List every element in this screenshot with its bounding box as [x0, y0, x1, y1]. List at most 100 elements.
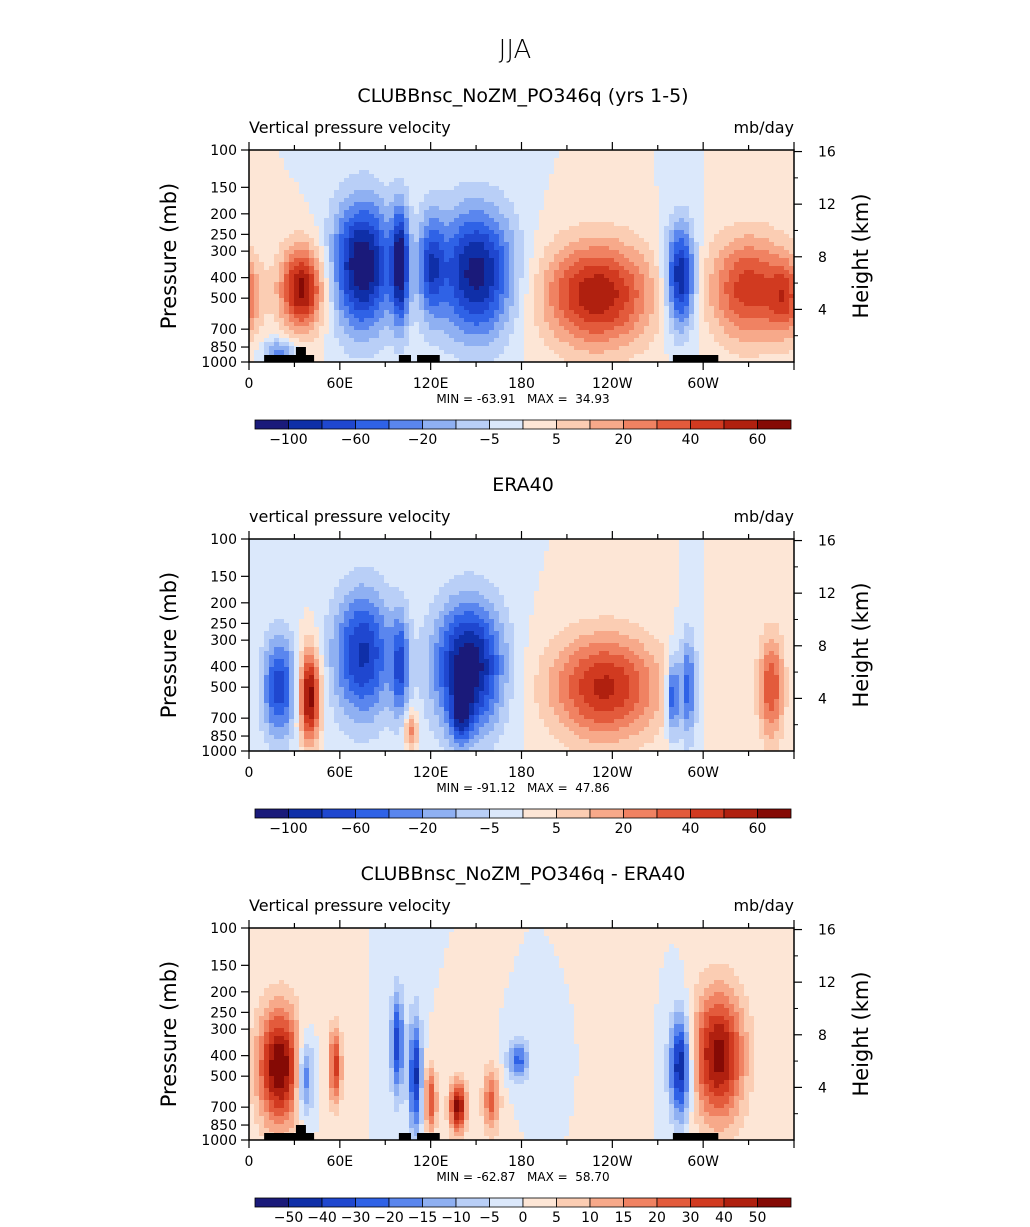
cell — [319, 178, 325, 183]
cell — [789, 278, 795, 283]
cell — [554, 266, 560, 271]
cell — [264, 266, 270, 271]
cell — [459, 290, 465, 295]
cell — [789, 198, 795, 203]
cell — [764, 246, 770, 251]
cell — [454, 242, 460, 247]
cell — [569, 218, 575, 223]
cell — [414, 238, 420, 243]
cell — [259, 174, 265, 179]
cell — [394, 302, 400, 307]
cell — [534, 154, 540, 159]
cell — [424, 282, 430, 287]
cell — [709, 294, 715, 299]
cell — [539, 242, 545, 247]
cell — [564, 170, 570, 175]
cell — [789, 302, 795, 307]
cell — [744, 282, 750, 287]
cell — [709, 226, 715, 231]
cell — [309, 318, 315, 323]
cell — [364, 278, 370, 283]
cell — [529, 230, 535, 235]
cell — [744, 174, 750, 179]
cell — [429, 262, 435, 267]
cell — [334, 326, 340, 331]
cell — [349, 150, 355, 155]
cell — [744, 186, 750, 191]
cell — [344, 154, 350, 159]
cell — [249, 258, 255, 263]
cell — [504, 282, 510, 287]
cell — [644, 162, 650, 167]
cell — [514, 206, 520, 211]
cell — [469, 202, 475, 207]
cell — [364, 234, 370, 239]
cell — [459, 198, 465, 203]
cell — [744, 262, 750, 267]
cell — [524, 306, 530, 311]
cell — [484, 226, 490, 231]
cell — [674, 238, 680, 243]
cell — [459, 154, 465, 159]
cell — [584, 250, 590, 255]
cell — [394, 242, 400, 247]
cell — [504, 302, 510, 307]
cell — [259, 170, 265, 175]
cell — [519, 310, 525, 315]
cell — [359, 162, 365, 167]
cell — [779, 210, 785, 215]
cell — [649, 306, 655, 311]
cell — [529, 290, 535, 295]
cell — [669, 186, 675, 191]
cell — [749, 186, 755, 191]
cell — [369, 262, 375, 267]
cell — [279, 218, 285, 223]
cell — [284, 222, 290, 227]
cell — [289, 158, 295, 163]
cell — [539, 194, 545, 199]
cell — [664, 318, 670, 323]
cell — [499, 178, 505, 183]
cell — [339, 326, 345, 331]
cell — [304, 158, 310, 163]
cell — [394, 226, 400, 231]
cell — [269, 162, 275, 167]
cell — [649, 330, 655, 335]
cell — [749, 326, 755, 331]
cell — [644, 266, 650, 271]
cell — [259, 278, 265, 283]
cell — [529, 242, 535, 247]
cell — [334, 278, 340, 283]
cell — [784, 162, 790, 167]
cell — [424, 286, 430, 291]
cell — [619, 302, 625, 307]
cell — [494, 198, 500, 203]
cell — [764, 290, 770, 295]
cell — [569, 278, 575, 283]
cell — [534, 262, 540, 267]
cell — [489, 206, 495, 211]
cell — [539, 258, 545, 263]
cell — [709, 278, 715, 283]
cell — [579, 326, 585, 331]
cell — [434, 258, 440, 263]
cell — [339, 266, 345, 271]
cell — [259, 270, 265, 275]
cell — [659, 170, 665, 175]
cell — [584, 302, 590, 307]
cell — [484, 270, 490, 275]
cell — [754, 218, 760, 223]
cell — [479, 274, 485, 279]
cell — [659, 266, 665, 271]
cell — [474, 170, 480, 175]
cell — [369, 210, 375, 215]
cell — [674, 302, 680, 307]
cell — [529, 270, 535, 275]
cell — [759, 258, 765, 263]
cell — [279, 242, 285, 247]
cell — [339, 222, 345, 227]
cell — [519, 250, 525, 255]
cell — [774, 266, 780, 271]
cell — [484, 178, 490, 183]
cell — [339, 190, 345, 195]
